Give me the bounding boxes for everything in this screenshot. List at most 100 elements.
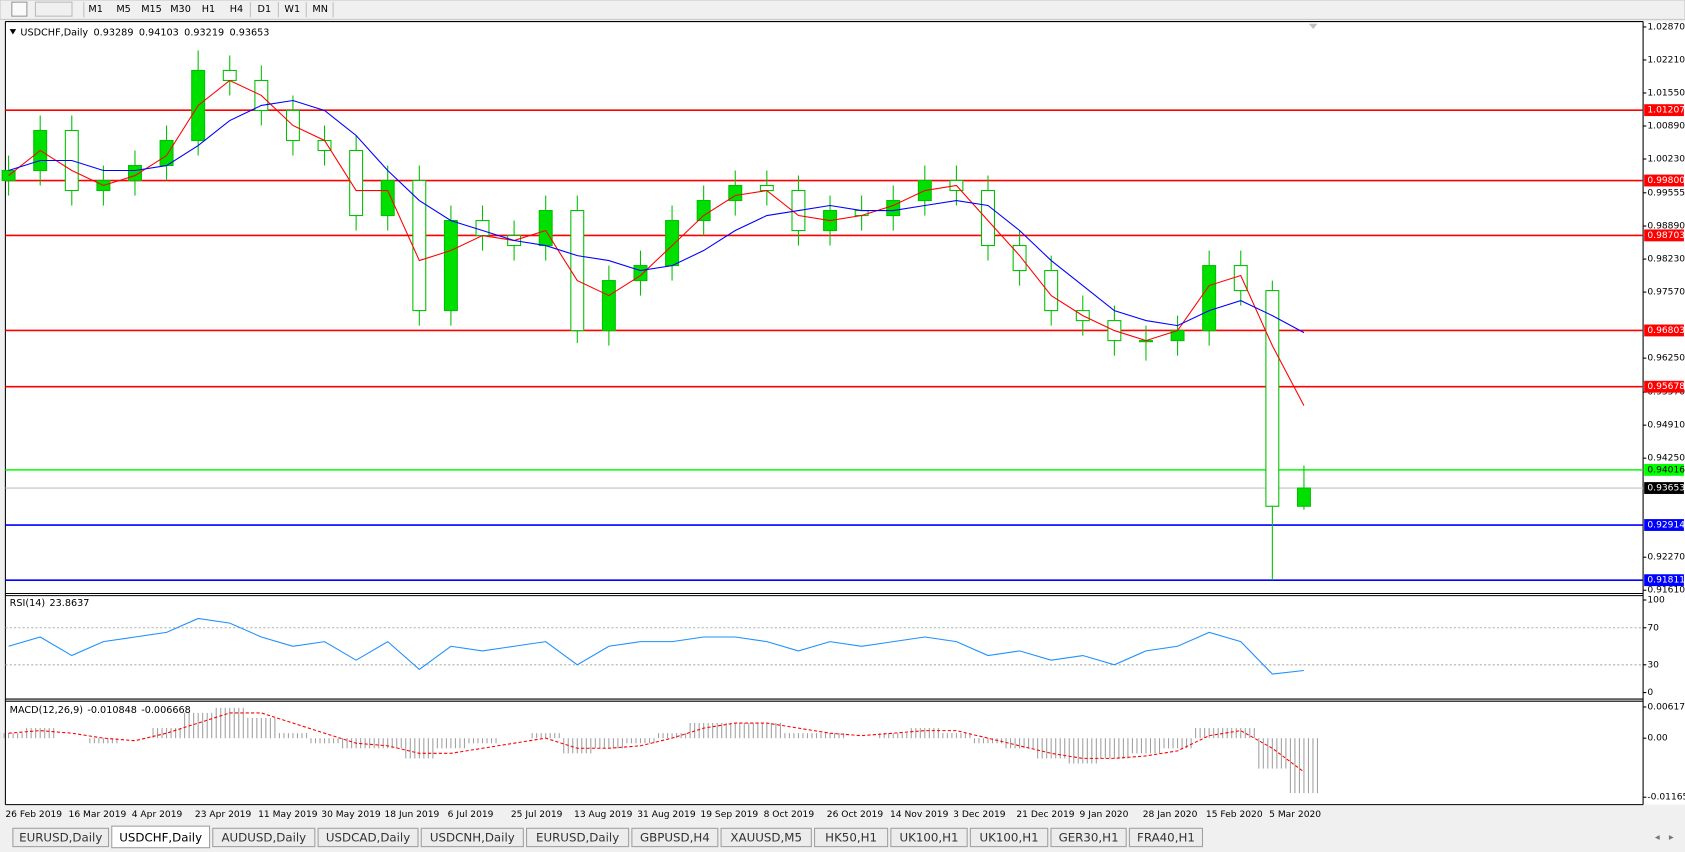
candle-body <box>1265 290 1280 507</box>
chart-tab-label[interactable]: GBPUSD,H4 <box>640 830 710 844</box>
y-tick-label: -0.011658 <box>1647 793 1685 803</box>
chart-tab[interactable] <box>631 827 719 848</box>
x-tick-label: 18 Jun 2019 <box>384 810 439 820</box>
candle-body <box>696 199 711 222</box>
x-tick-label: 19 Sep 2019 <box>700 810 758 820</box>
candle-body <box>1012 245 1027 272</box>
text-tool-icon[interactable] <box>11 1 28 17</box>
level-label-box <box>1644 463 1684 476</box>
chart-tab[interactable] <box>212 827 316 848</box>
y-tick-label: 1.02210 <box>1647 55 1685 65</box>
candle-body <box>317 139 332 152</box>
chart-tab[interactable] <box>1050 827 1127 848</box>
chart-tab-label[interactable]: UK100,H1 <box>980 830 1039 844</box>
collapse-arrow[interactable] <box>9 29 17 35</box>
indicator-name: MACD(12,26,9) <box>10 705 83 716</box>
chart-tab-label[interactable]: HK50,H1 <box>825 830 877 844</box>
chart-tab[interactable] <box>420 827 524 848</box>
x-tick-label: 31 Aug 2019 <box>637 810 696 820</box>
symbol: USDCHF,Daily <box>20 27 88 38</box>
timeframe-button[interactable]: H1 <box>202 4 215 15</box>
x-tick-label: 11 May 2019 <box>258 810 318 820</box>
chart-window <box>4 21 1685 805</box>
x-tick-label: 26 Feb 2019 <box>5 810 62 820</box>
chart-tab-label[interactable]: EURUSD,Daily <box>536 830 619 844</box>
tab-scroll-right[interactable]: ▸ <box>1669 832 1674 843</box>
chart-tab-label[interactable]: USDCAD,Daily <box>326 830 410 844</box>
tab-scroll-left[interactable]: ◂ <box>1655 832 1660 843</box>
ohlc-value: 0.93653 <box>230 27 270 38</box>
timeframe-button[interactable]: H4 <box>230 4 243 15</box>
level-label: 0.96803 <box>1647 326 1685 336</box>
chart-tab[interactable] <box>720 827 812 848</box>
level-label-box <box>1644 324 1684 337</box>
timeframe-button[interactable]: D1 <box>258 4 272 15</box>
shift-marker <box>1308 23 1318 30</box>
moving-average <box>8 99 1305 334</box>
x-tick-label: 23 Apr 2019 <box>195 810 252 820</box>
y-tick-label: 0.97570 <box>1647 288 1685 298</box>
x-tick-label: 4 Apr 2019 <box>132 810 183 820</box>
x-tick-label: 8 Oct 2019 <box>764 810 815 820</box>
level-label-box <box>1644 380 1684 393</box>
x-tick-label: 13 Aug 2019 <box>574 810 633 820</box>
chart-tab-label[interactable]: FRA40,H1 <box>1137 830 1195 844</box>
timeframe-button[interactable]: M5 <box>116 4 130 15</box>
y-tick-label: 0.91610 <box>1647 586 1685 596</box>
chart-tab[interactable] <box>12 827 110 848</box>
x-tick-label: 25 Jul 2019 <box>511 810 563 820</box>
chart-tab[interactable] <box>814 827 889 848</box>
y-tick-label: 1.02870 <box>1647 22 1685 32</box>
current-price-box <box>1644 482 1684 494</box>
x-tick-label: 14 Nov 2019 <box>890 810 949 820</box>
chart-tab[interactable] <box>890 827 968 848</box>
chart-tab-label[interactable]: AUDUSD,Daily <box>221 830 306 844</box>
y-tick-label: 0.94910 <box>1647 421 1685 431</box>
y-tick-label: 1.00890 <box>1647 121 1685 131</box>
chart-tab[interactable] <box>1128 827 1204 848</box>
ohlc-value: 0.93219 <box>184 27 224 38</box>
timeframe-button[interactable]: W1 <box>284 4 300 15</box>
signal-value: -0.006668 <box>141 705 191 716</box>
y-tick-label: 0.006173 <box>1647 702 1685 712</box>
x-tick-label: 9 Jan 2020 <box>1080 810 1129 820</box>
chart-tab-label[interactable]: USDCHF,Daily <box>119 830 202 844</box>
x-tick-label: 21 Dec 2019 <box>1016 810 1074 820</box>
chart-tab[interactable] <box>111 825 211 849</box>
level-label-box <box>1644 229 1684 242</box>
y-tick-label: 1.01550 <box>1647 88 1685 98</box>
chart-tab-label[interactable]: EURUSD,Daily <box>19 830 102 844</box>
y-tick-label: 0.98890 <box>1647 222 1685 232</box>
y-tick-label: 0.98230 <box>1647 255 1685 265</box>
level-label: 0.99800 <box>1647 176 1685 186</box>
candle-body <box>349 149 364 217</box>
chart-tab[interactable] <box>969 827 1049 848</box>
timeframe-button[interactable]: MN <box>312 4 328 15</box>
x-tick-label: 6 Jul 2019 <box>448 810 494 820</box>
x-tick-label: 26 Oct 2019 <box>827 810 884 820</box>
chart-tab-label[interactable]: GER30,H1 <box>1059 830 1119 844</box>
candle-body <box>538 210 553 247</box>
candle-body <box>728 184 743 202</box>
timeframe-button[interactable]: M15 <box>141 4 162 15</box>
indicator-header: MACD(12,26,9) -0.010848 -0.006668 <box>10 705 191 716</box>
chart-tab-label[interactable]: UK100,H1 <box>899 830 958 844</box>
chart-tab[interactable] <box>526 827 630 848</box>
timeframe-button[interactable]: M30 <box>170 4 191 15</box>
y-tick-label: 0.99555 <box>1647 188 1685 198</box>
chart-tab[interactable] <box>317 827 419 848</box>
timeframe-button[interactable]: M1 <box>88 4 102 15</box>
chart-tab-label[interactable]: XAUUSD,M5 <box>730 830 802 844</box>
level-label-box <box>1644 519 1684 531</box>
x-tick-label: 28 Jan 2020 <box>1143 810 1198 820</box>
indicator-name: RSI(14) <box>10 598 46 609</box>
y-tick-label: 0.94250 <box>1647 454 1685 464</box>
chart-tab-label[interactable]: USDCNH,Daily <box>430 830 515 844</box>
moving-average <box>8 79 1305 406</box>
rsi-line <box>8 617 1305 675</box>
candle-body <box>222 69 237 82</box>
indicator-header: RSI(14) 23.8637 <box>10 598 90 609</box>
level-label: 0.98703 <box>1647 231 1685 241</box>
ohlc-value: 0.93289 <box>94 27 134 38</box>
objects-menu-icon[interactable] <box>34 1 73 17</box>
